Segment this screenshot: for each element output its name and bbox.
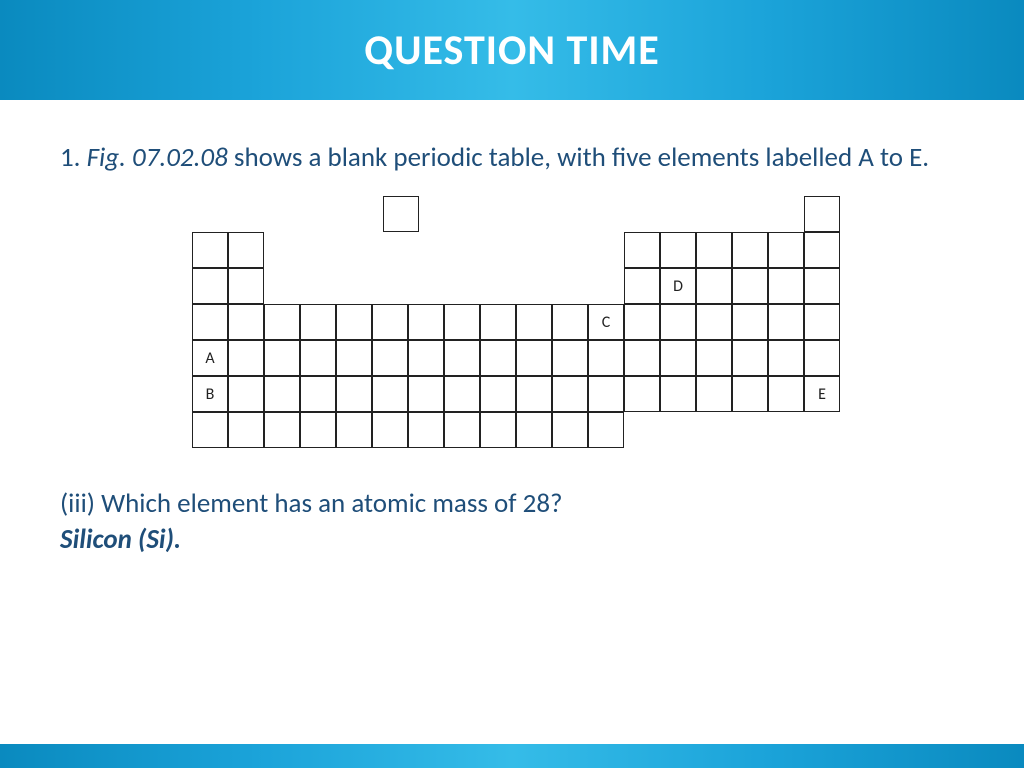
pt-cell [804, 196, 840, 232]
pt-cell [516, 340, 552, 376]
pt-cell [444, 376, 480, 412]
pt-cell [804, 232, 840, 268]
pt-cell [588, 340, 624, 376]
pt-cell-D: D [660, 268, 696, 304]
pt-cell [300, 340, 336, 376]
pt-cell [228, 268, 264, 304]
pt-cell [552, 412, 588, 448]
pt-cell [480, 304, 516, 340]
pt-cell [444, 340, 480, 376]
question-text: 1. Fig. 07.02.08 shows a blank periodic … [60, 140, 964, 176]
pt-cell [732, 376, 768, 412]
pt-cell [516, 412, 552, 448]
pt-cell [336, 340, 372, 376]
pt-cell [696, 268, 732, 304]
pt-cell [696, 304, 732, 340]
pt-cell [768, 232, 804, 268]
pt-cell [480, 412, 516, 448]
pt-cell [804, 268, 840, 304]
pt-cell [300, 376, 336, 412]
pt-cell [192, 268, 228, 304]
slide: QUESTION TIME 1. Fig. 07.02.08 shows a b… [0, 0, 1024, 768]
pt-cell [336, 304, 372, 340]
pt-cell [660, 232, 696, 268]
footer-banner [0, 744, 1024, 768]
subquestion: (iii) Which element has an atomic mass o… [60, 486, 964, 522]
pt-cell [372, 340, 408, 376]
pt-cell [768, 304, 804, 340]
pt-cell [444, 412, 480, 448]
pt-cell-A: A [192, 340, 228, 376]
pt-cell [408, 304, 444, 340]
pt-cell [192, 304, 228, 340]
pt-cell [696, 340, 732, 376]
pt-cell [408, 340, 444, 376]
pt-cell [552, 304, 588, 340]
pt-cell [732, 268, 768, 304]
pt-cell [336, 376, 372, 412]
pt-cell [696, 232, 732, 268]
pt-cell [300, 304, 336, 340]
pt-cell [264, 340, 300, 376]
pt-cell [768, 268, 804, 304]
pt-cell [336, 412, 372, 448]
pt-cell [516, 376, 552, 412]
pt-cell [264, 304, 300, 340]
subquestion-prefix: (iii) [60, 487, 101, 520]
pt-cell [732, 232, 768, 268]
pt-cell [732, 304, 768, 340]
pt-cell [228, 340, 264, 376]
pt-cell [192, 232, 228, 268]
pt-cell [588, 412, 624, 448]
pt-cell [300, 412, 336, 448]
pt-cell [228, 412, 264, 448]
pt-cell [768, 376, 804, 412]
pt-cell [480, 340, 516, 376]
pt-cell [660, 340, 696, 376]
pt-cell [408, 412, 444, 448]
pt-cell [228, 232, 264, 268]
pt-cell [264, 376, 300, 412]
pt-cell [660, 304, 696, 340]
pt-cell [264, 412, 300, 448]
pt-cell [552, 340, 588, 376]
question-body: shows a blank periodic table, with five … [234, 141, 929, 174]
content-area: 1. Fig. 07.02.08 shows a blank periodic … [0, 100, 1024, 556]
pt-cell [624, 376, 660, 412]
pt-cell [383, 196, 419, 232]
pt-cell [588, 376, 624, 412]
pt-cell [804, 304, 840, 340]
pt-cell [804, 340, 840, 376]
pt-cell [480, 376, 516, 412]
question-number: 1. [60, 141, 81, 174]
pt-cell [372, 304, 408, 340]
pt-cell [408, 376, 444, 412]
pt-cell [768, 340, 804, 376]
pt-cell [372, 376, 408, 412]
periodic-table-diagram: DC AB E [182, 196, 842, 456]
pt-cell [732, 340, 768, 376]
pt-cell [552, 376, 588, 412]
subquestion-text: Which element has an atomic mass of 28? [101, 487, 562, 520]
pt-cell [444, 304, 480, 340]
pt-cell-E: E [804, 376, 840, 412]
pt-cell [192, 412, 228, 448]
pt-cell-C: C [588, 304, 624, 340]
pt-cell [624, 340, 660, 376]
pt-cell-B: B [192, 376, 228, 412]
header-title: QUESTION TIME [364, 25, 660, 76]
pt-cell [228, 376, 264, 412]
pt-cell [624, 232, 660, 268]
pt-cell [624, 304, 660, 340]
answer-text: Silicon (Si). [60, 523, 964, 556]
pt-cell [372, 412, 408, 448]
pt-cell [624, 268, 660, 304]
header-banner: QUESTION TIME [0, 0, 1024, 100]
pt-cell [228, 304, 264, 340]
pt-cell [516, 304, 552, 340]
pt-cell [696, 376, 732, 412]
figure-reference: Fig. 07.02.08 [87, 141, 228, 174]
pt-cell [660, 376, 696, 412]
